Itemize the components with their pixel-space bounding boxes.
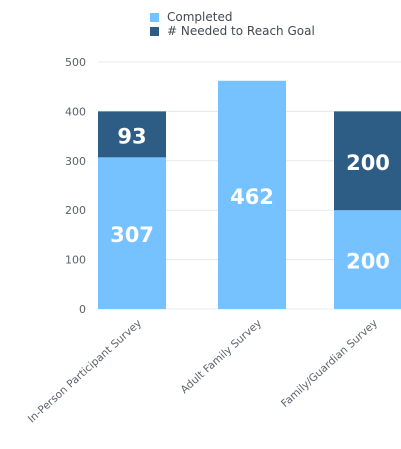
legend-item-needed: # Needed to Reach Goal xyxy=(150,24,380,38)
legend-label-needed: # Needed to Reach Goal xyxy=(167,24,315,38)
y-tick-label-1: 100 xyxy=(65,254,86,267)
data-label-completed-0: 307 xyxy=(110,223,154,247)
bar-completed-0 xyxy=(98,157,166,309)
legend-label-completed: Completed xyxy=(167,10,233,24)
y-tick-label-4: 400 xyxy=(65,105,86,118)
x-category-label-0: In-Person Participant Survey xyxy=(26,317,144,425)
x-category-label-1: Adult Family Survey xyxy=(178,317,264,396)
y-tick-label-2: 200 xyxy=(65,204,86,217)
legend-swatch-completed xyxy=(150,12,159,22)
data-label-needed-0: 93 xyxy=(117,124,146,148)
bar-completed-1 xyxy=(218,80,286,309)
bar-needed-0 xyxy=(98,111,166,158)
bar-completed-2 xyxy=(334,210,401,309)
data-label-needed-2: 200 xyxy=(346,151,390,175)
y-tick-label-5: 500 xyxy=(65,56,86,69)
legend-item-completed: Completed xyxy=(150,10,380,24)
x-category-label-2: Family/Guardian Survey xyxy=(279,317,380,410)
bars xyxy=(98,80,401,309)
data-labels: 307 93 462 200 200 xyxy=(110,124,390,273)
y-tick-label-0: 0 xyxy=(79,303,86,316)
y-tick-label-3: 300 xyxy=(65,155,86,168)
chart-legend: Completed # Needed to Reach Goal xyxy=(150,10,380,38)
bar-needed-2 xyxy=(334,111,401,211)
data-label-completed-1: 462 xyxy=(230,185,274,209)
legend-swatch-needed xyxy=(150,26,159,36)
data-label-completed-2: 200 xyxy=(346,250,390,274)
